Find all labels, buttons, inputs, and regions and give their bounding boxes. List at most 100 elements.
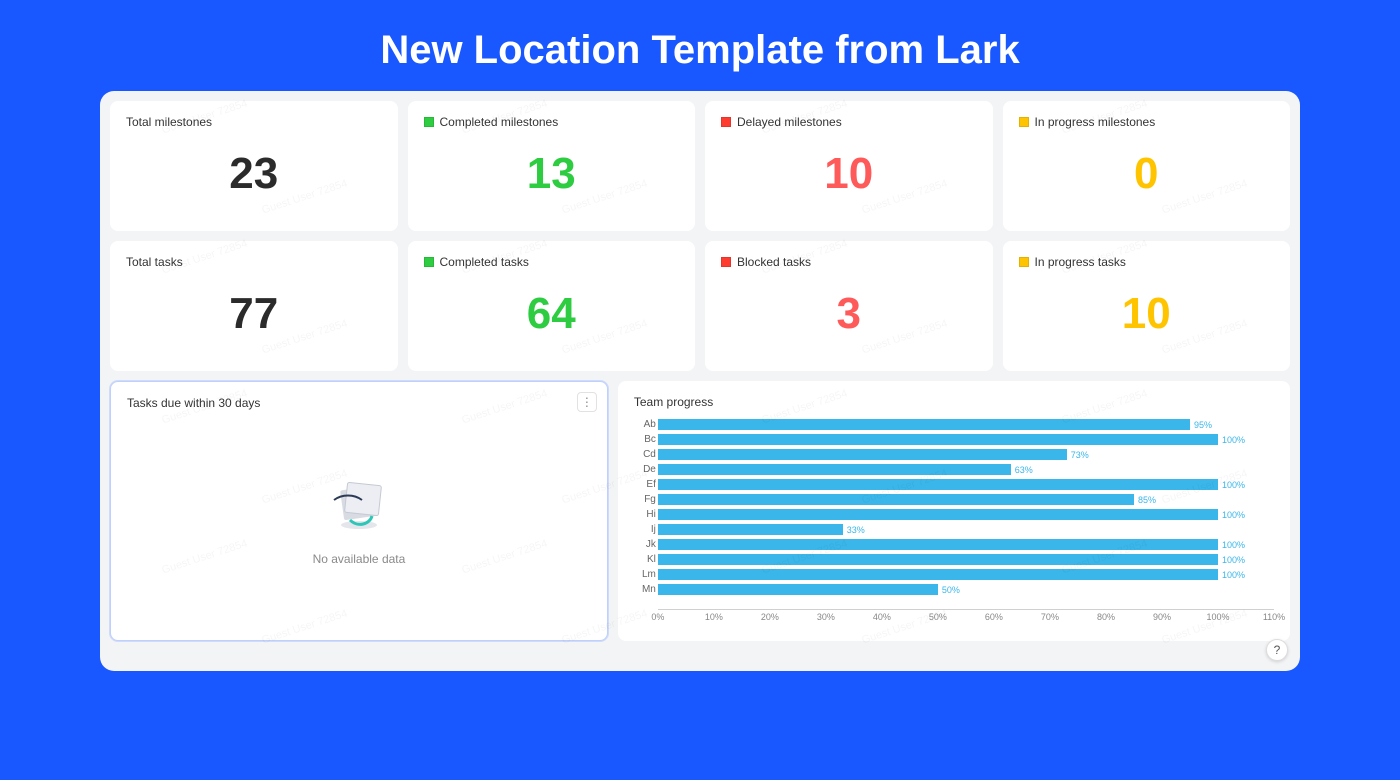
chart-x-tick: 0% [651, 612, 664, 622]
stat-card[interactable]: Blocked tasks3 [705, 241, 993, 371]
chart-bar-value: 95% [1194, 420, 1212, 430]
chart-bar-value: 33% [847, 525, 865, 535]
chart-x-tick: 60% [985, 612, 1003, 622]
page-title: New Location Template from Lark [0, 0, 1400, 91]
chart-bar-label: Bc [634, 434, 656, 445]
chart-bar-track: 100% [658, 552, 1274, 567]
chart-x-tick: 50% [929, 612, 947, 622]
panel-tasks-due[interactable]: Tasks due within 30 days ⋮ No available … [110, 381, 608, 641]
chart-bar-label: Mn [634, 584, 656, 595]
stat-card[interactable]: Delayed milestones10 [705, 101, 993, 231]
chart-bar-fill: 100% [658, 434, 1218, 445]
team-progress-chart: Ab95%Bc100%Cd73%De63%Ef100%Fg85%Hi100%Ij… [634, 417, 1274, 627]
chart-bar-value: 85% [1138, 495, 1156, 505]
chart-bar-track: 100% [658, 432, 1274, 447]
stat-card[interactable]: Total milestones23 [110, 101, 398, 231]
chart-x-tick: 110% [1263, 612, 1285, 622]
chart-x-tick: 70% [1041, 612, 1059, 622]
help-button[interactable]: ? [1266, 639, 1288, 661]
chart-bar-row: Bc100% [658, 432, 1274, 447]
chart-bar-label: Cd [634, 449, 656, 460]
chart-bar-row: Ab95% [658, 417, 1274, 432]
more-options-button[interactable]: ⋮ [577, 392, 597, 412]
chart-bar-row: Jk100% [658, 537, 1274, 552]
chart-x-tick: 100% [1206, 612, 1229, 622]
chart-bar-row: Fg85% [658, 492, 1274, 507]
chart-x-tick: 80% [1097, 612, 1115, 622]
stat-value: 10 [721, 129, 977, 213]
stat-header: In progress milestones [1019, 115, 1275, 129]
chart-x-tick: 40% [873, 612, 891, 622]
chart-bar-label: Fg [634, 494, 656, 505]
chart-x-tick: 10% [705, 612, 723, 622]
chart-bar-value: 100% [1222, 435, 1245, 445]
stat-header: Delayed milestones [721, 115, 977, 129]
stat-header: Completed tasks [424, 255, 680, 269]
stat-card[interactable]: Completed milestones13 [408, 101, 696, 231]
stat-label: Total tasks [126, 255, 183, 269]
chart-bar-track: 100% [658, 477, 1274, 492]
dashboard-container: Total milestones23Completed milestones13… [100, 91, 1300, 671]
chart-bar-track: 63% [658, 462, 1274, 477]
stat-value: 0 [1019, 129, 1275, 213]
chart-bar-track: 85% [658, 492, 1274, 507]
stat-card[interactable]: Total tasks77 [110, 241, 398, 371]
stat-row-tasks: Total tasks77Completed tasks64Blocked ta… [110, 241, 1290, 371]
chart-bar-track: 100% [658, 537, 1274, 552]
chart-bar-value: 63% [1015, 465, 1033, 475]
chart-bar-fill: 100% [658, 509, 1218, 520]
status-swatch [424, 257, 434, 267]
chart-x-tick: 20% [761, 612, 779, 622]
more-icon: ⋮ [581, 395, 593, 409]
stat-value: 23 [126, 129, 382, 213]
chart-bar-value: 100% [1222, 510, 1245, 520]
stat-row-milestones: Total milestones23Completed milestones13… [110, 101, 1290, 231]
chart-bar-track: 100% [658, 507, 1274, 522]
chart-bar-value: 100% [1222, 540, 1245, 550]
chart-bar-label: De [634, 464, 656, 475]
stat-card[interactable]: Completed tasks64 [408, 241, 696, 371]
chart-bar-row: Hi100% [658, 507, 1274, 522]
chart-x-tick: 90% [1153, 612, 1171, 622]
empty-illustration [314, 470, 404, 540]
help-icon: ? [1274, 643, 1281, 657]
stat-header: Blocked tasks [721, 255, 977, 269]
chart-bar-fill: 100% [658, 569, 1218, 580]
status-swatch [721, 257, 731, 267]
chart-bar-row: De63% [658, 462, 1274, 477]
chart-bar-track: 50% [658, 582, 1274, 597]
bottom-panels: Tasks due within 30 days ⋮ No available … [110, 381, 1290, 641]
stat-card[interactable]: In progress milestones0 [1003, 101, 1291, 231]
stat-header: Total tasks [126, 255, 382, 269]
chart-bar-track: 100% [658, 567, 1274, 582]
stat-card[interactable]: In progress tasks10 [1003, 241, 1291, 371]
stat-label: Total milestones [126, 115, 212, 129]
chart-bar-fill: 100% [658, 539, 1218, 550]
chart-bar-label: Ij [634, 524, 656, 535]
chart-bar-value: 100% [1222, 480, 1245, 490]
stat-header: Completed milestones [424, 115, 680, 129]
stat-value: 77 [126, 269, 382, 353]
chart-bar-value: 73% [1071, 450, 1089, 460]
chart-bar-fill: 50% [658, 584, 938, 595]
stat-value: 10 [1019, 269, 1275, 353]
chart-bar-row: Lm100% [658, 567, 1274, 582]
stat-value: 64 [424, 269, 680, 353]
stat-label: Delayed milestones [737, 115, 842, 129]
status-swatch [1019, 117, 1029, 127]
status-swatch [721, 117, 731, 127]
panel-team-progress[interactable]: Team progress Ab95%Bc100%Cd73%De63%Ef100… [618, 381, 1290, 641]
chart-bar-track: 95% [658, 417, 1274, 432]
stat-label: In progress tasks [1035, 255, 1126, 269]
chart-x-axis: 0%10%20%30%40%50%60%70%80%90%100%110% [658, 609, 1274, 627]
chart-bar-track: 33% [658, 522, 1274, 537]
chart-bar-row: Mn50% [658, 582, 1274, 597]
chart-bar-label: Ef [634, 479, 656, 490]
chart-bar-label: Kl [634, 554, 656, 565]
chart-bar-value: 50% [942, 585, 960, 595]
stat-label: In progress milestones [1035, 115, 1156, 129]
chart-bar-label: Jk [634, 539, 656, 550]
chart-bar-value: 100% [1222, 570, 1245, 580]
chart-bar-value: 100% [1222, 555, 1245, 565]
chart-bar-row: Kl100% [658, 552, 1274, 567]
